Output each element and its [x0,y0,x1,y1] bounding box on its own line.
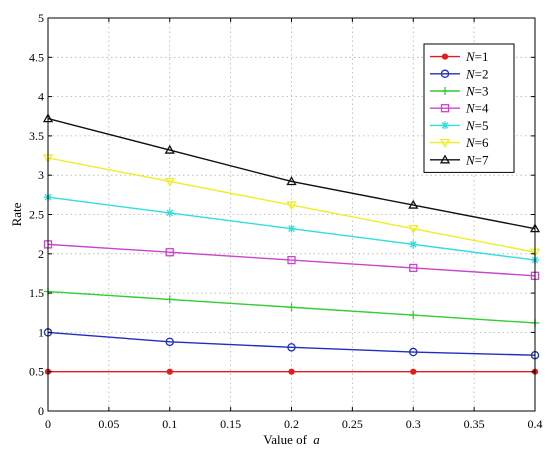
data-point [287,303,296,312]
series-line [47,157,536,253]
x-tick-label: 0.05 [98,417,119,431]
legend-marker [440,104,450,113]
series-1 [44,368,539,375]
legend-label-variable: N [465,101,476,116]
series-layer [42,113,541,375]
data-point [409,263,418,273]
x-tick-label: 0.2 [284,417,299,431]
data-point [287,224,296,233]
legend-label-variable: N [465,84,476,99]
legend-entry-3: N=3 [430,84,489,99]
data-point [165,295,174,304]
legend-label: N=7 [465,152,489,167]
data-point [166,368,173,375]
x-axis-label: Value of a [263,432,320,447]
legend-label: N=1 [465,49,489,64]
data-point [286,176,297,186]
legend-label-variable: N [465,152,476,167]
y-tick-label: 0.5 [29,365,44,379]
y-tick-label: 1 [38,325,44,339]
series-line [47,243,536,277]
x-tick-label: 0.35 [464,417,485,431]
series-line [47,331,536,356]
y-tick-label: 2.5 [29,208,44,222]
legend-label: N=2 [465,66,489,81]
series-3 [44,287,539,327]
legend-label: N=6 [465,135,489,150]
legend-entry-4: N=4 [430,101,489,116]
legend-marker [440,69,450,79]
legend-marker [441,53,449,60]
x-tick-label: 0.1 [162,417,177,431]
legend-marker [441,121,449,130]
data-point [410,368,417,375]
legend-label-value: =7 [475,152,489,167]
y-tick-label: 1.5 [29,286,44,300]
data-point [164,177,175,187]
y-tick-label: 4.5 [29,50,44,64]
x-tick-label: 0 [45,417,51,431]
y-tick-label: 3 [38,168,44,182]
legend-marker [439,154,451,164]
data-point [165,248,174,257]
legend-entry-5: N=5 [430,118,489,133]
legend-label-value: =4 [475,101,489,116]
legend-label-variable: N [465,49,476,64]
y-tick-label: 0 [38,404,44,418]
y-tick-label: 5 [38,11,44,25]
data-point [164,144,175,154]
legend-label-value: =6 [475,135,489,150]
data-point [408,224,419,234]
grid-lines [48,18,535,411]
legend-label: N=3 [465,84,489,99]
legend-entry-2: N=2 [430,66,489,81]
y-tick-label: 2 [38,247,44,261]
data-point [409,311,418,320]
y-tick-label: 3.5 [29,129,44,143]
data-point [408,199,419,209]
legend-marker [439,138,451,148]
legend-label-value: =2 [475,66,489,81]
data-point [288,368,295,375]
legend-label-value: =3 [475,84,489,99]
legend-label: N=5 [465,118,489,133]
legend: N=1N=2N=3N=4N=5N=6N=7 [423,43,515,173]
x-tick-label: 0.25 [342,417,363,431]
x-axis-label-text: Value of [263,432,307,447]
legend-label-variable: N [465,118,476,133]
legend-label-variable: N [465,66,476,81]
legend-label-variable: N [465,135,476,150]
series-4 [43,240,540,280]
legend-marker [441,87,449,95]
data-point [287,343,296,352]
data-point [165,208,174,217]
legend-entry-6: N=6 [430,135,489,150]
legend-label: N=4 [465,101,489,116]
axis-ticks: 0 0.05 0.1 0.15 0.2 0.25 0.3 0.35 0.4 0 0.5 1 1.5 2 2.… [29,11,543,431]
series-line [47,117,536,230]
x-tick-label: 0.4 [528,417,543,431]
data-point [287,255,296,265]
data-point [408,347,418,357]
legend-entry-1: N=1 [430,49,489,64]
legend-label-value: =1 [475,49,489,64]
legend-label-value: =5 [475,118,489,133]
data-point [409,240,418,249]
data-point [165,337,174,347]
y-axis-label: Rate [9,202,24,226]
x-tick-label: 0.3 [406,417,421,431]
x-tick-label: 0.15 [220,417,241,431]
y-tick-label: 4 [38,90,44,104]
legend-entry-7: N=7 [430,152,489,167]
x-axis-label-variable: a [313,432,320,447]
data-point [286,201,297,211]
